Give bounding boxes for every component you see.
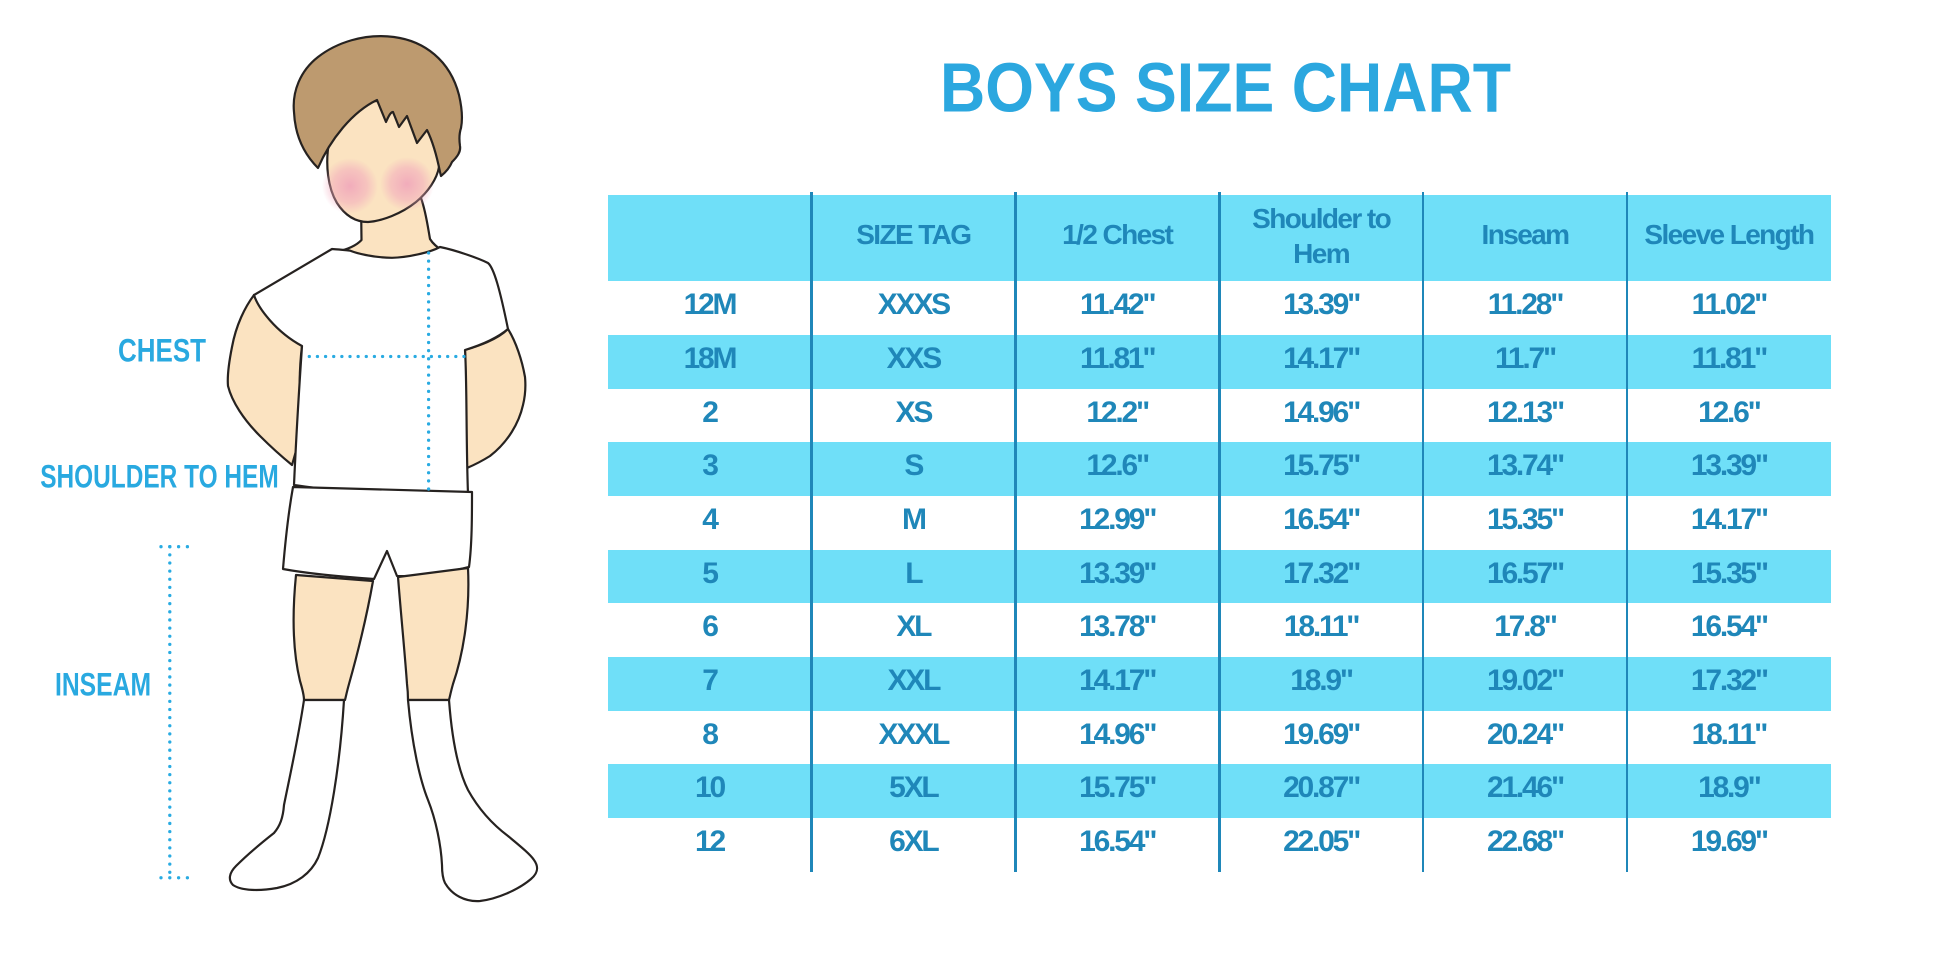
svg-text:INSEAM: INSEAM <box>55 667 151 703</box>
svg-text:BOYS SIZE CHART: BOYS SIZE CHART <box>940 52 1511 127</box>
svg-text:SHOULDER TO HEM: SHOULDER TO HEM <box>40 458 278 494</box>
svg-text:CHEST: CHEST <box>118 333 206 369</box>
